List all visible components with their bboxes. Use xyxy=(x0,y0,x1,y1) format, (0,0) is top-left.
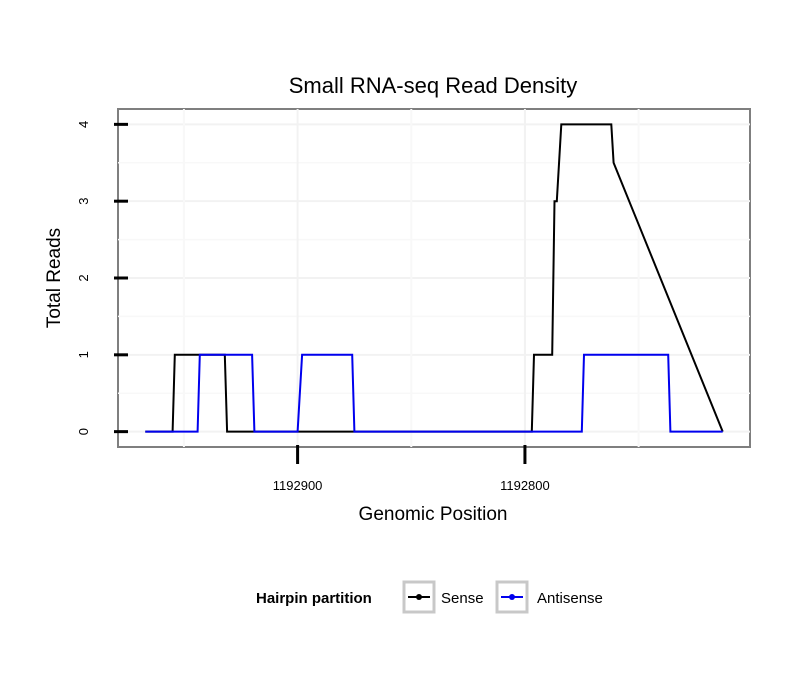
y-axis-title: Total Reads xyxy=(44,228,65,328)
y-axis: 0 1 2 3 4 xyxy=(76,121,128,435)
x-tick-label: 1192800 xyxy=(500,478,550,493)
y-tick-label: 2 xyxy=(76,274,91,281)
y-tick-label: 0 xyxy=(76,428,91,435)
legend-entry-antisense: Antisense xyxy=(495,580,603,614)
legend-title: Hairpin partition xyxy=(256,590,372,607)
legend-entry-sense: Sense xyxy=(402,580,484,614)
y-tick-label: 4 xyxy=(76,121,91,128)
legend-point-sense xyxy=(416,594,422,600)
legend-label-antisense: Antisense xyxy=(537,590,603,607)
chart-title: Small RNA-seq Read Density xyxy=(289,73,578,98)
legend-label-sense: Sense xyxy=(441,590,484,607)
series-line-antisense xyxy=(145,353,723,433)
y-tick-label: 3 xyxy=(76,198,91,205)
legend-point-antisense xyxy=(509,594,515,600)
legend: Hairpin partition Sense Antisense xyxy=(256,580,603,614)
x-tick-label: 1192900 xyxy=(273,478,323,493)
series-layer xyxy=(145,123,724,433)
y-tick-label: 1 xyxy=(76,351,91,358)
x-axis: 1192900 1192800 xyxy=(273,445,550,493)
x-axis-title: Genomic Position xyxy=(359,504,508,525)
